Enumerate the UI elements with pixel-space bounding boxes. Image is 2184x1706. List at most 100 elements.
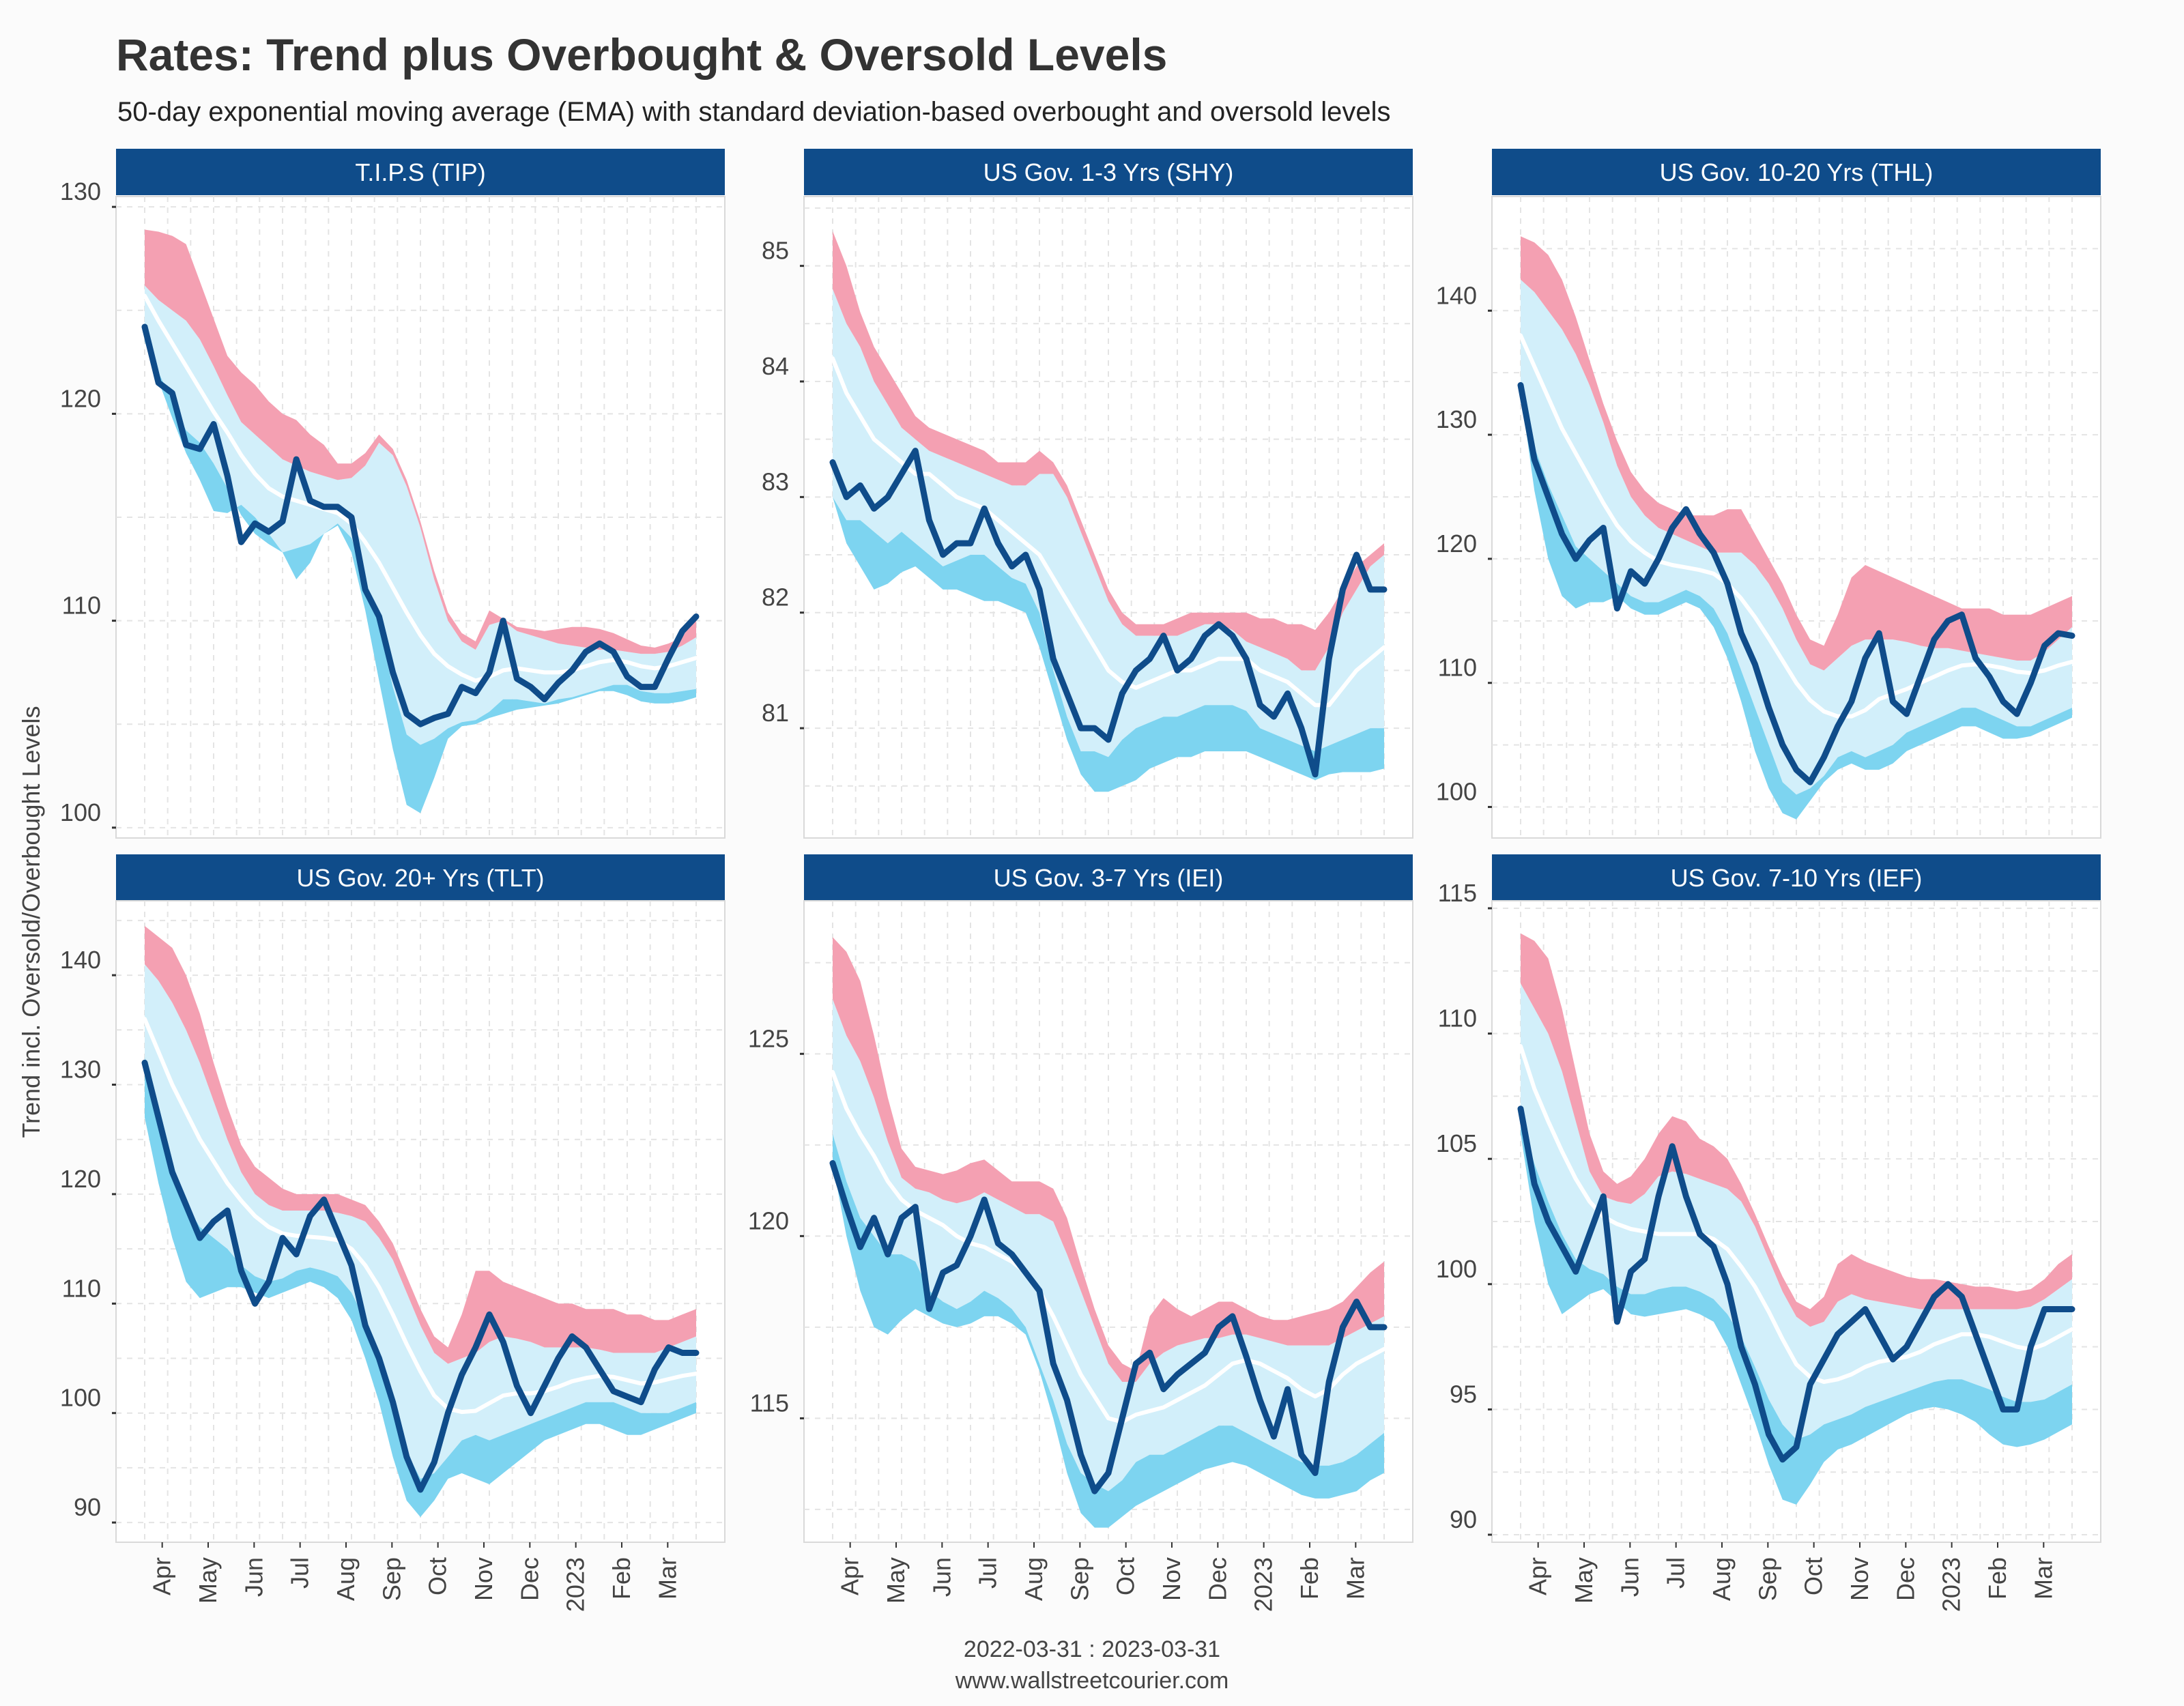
- y-tick-label: 82: [762, 583, 789, 611]
- x-tick-label: Nov: [470, 1557, 498, 1601]
- y-tick-label: 130: [1436, 405, 1477, 433]
- ema-line: [1519, 1044, 2074, 1384]
- x-tick-label: Sep: [1065, 1557, 1093, 1601]
- y-tick-label: 110: [1438, 1004, 1477, 1032]
- x-tick-label: Aug: [1020, 1557, 1048, 1601]
- y-tick-label: 105: [1436, 1129, 1477, 1157]
- price-line: [1517, 1105, 2075, 1463]
- facet-title: T.I.P.S (TIP): [355, 158, 485, 186]
- y-tick-label: 120: [748, 1206, 789, 1234]
- y-tick-label: 130: [60, 1055, 101, 1083]
- y-tick-label: 130: [60, 177, 101, 205]
- x-tick-label: Sep: [1753, 1557, 1781, 1601]
- y-tick-label: 100: [60, 1384, 101, 1412]
- x-tick-label: Dec: [1203, 1557, 1231, 1601]
- ema-line: [831, 356, 1386, 708]
- date-range-caption: 2022-03-31 : 2023-03-31: [963, 1636, 1221, 1662]
- x-tick-label: Dec: [515, 1557, 543, 1601]
- source-website: www.wallstreetcourier.com: [955, 1668, 1229, 1694]
- x-tick-label: Feb: [607, 1557, 635, 1600]
- price-line: [829, 1160, 1388, 1494]
- neutral-band: [145, 964, 696, 1479]
- x-tick-label: Jun: [1615, 1557, 1643, 1597]
- facet-strip: [1492, 854, 2101, 901]
- x-tick-label: May: [194, 1557, 222, 1604]
- oversold-band: [833, 497, 1384, 792]
- oversold-band: [1521, 1114, 2072, 1505]
- overbought-band: [833, 231, 1384, 671]
- x-tick-label: Jun: [928, 1557, 956, 1597]
- price-line: [141, 323, 700, 727]
- facet-panel: US Gov. 20+ Yrs (TLT) 90 100 110 120 130 140 Ap…: [60, 854, 725, 1612]
- y-tick-label: 125: [748, 1024, 789, 1052]
- facet-title: US Gov. 10-20 Yrs (THL): [1660, 158, 1934, 186]
- x-tick-label: 2023: [1938, 1557, 1966, 1612]
- x-tick-label: Aug: [332, 1557, 360, 1601]
- y-tick-label: 120: [60, 384, 101, 412]
- facet-panel: US Gov. 7-10 Yrs (IEF) 90 95 100 105 110 115 Ap…: [1436, 854, 2101, 1612]
- x-tick-label: Oct: [1800, 1557, 1828, 1595]
- y-tick-label: 90: [74, 1493, 101, 1521]
- x-tick-label: Feb: [1295, 1557, 1323, 1600]
- facet-title: US Gov. 20+ Yrs (TLT): [296, 864, 544, 892]
- chart-subtitle: 50-day exponential moving average (EMA) …: [117, 97, 1391, 127]
- neutral-band: [1521, 279, 2072, 795]
- neutral-band: [1521, 983, 2072, 1440]
- x-tick-label: Apr: [1524, 1557, 1552, 1595]
- x-tick-label: Jul: [286, 1557, 314, 1589]
- facet-strip: [116, 149, 725, 195]
- x-tick-label: Mar: [1341, 1557, 1369, 1600]
- overbought-band: [145, 925, 696, 1364]
- x-tick-label: 2023: [562, 1557, 590, 1612]
- y-tick-label: 110: [62, 592, 101, 620]
- y-tick-label: 95: [1450, 1380, 1477, 1408]
- y-tick-label: 100: [1436, 1255, 1477, 1283]
- oversold-band: [833, 1133, 1384, 1528]
- facet-strip: [116, 854, 725, 901]
- x-tick-label: Feb: [1983, 1557, 2011, 1600]
- facet-strip: [804, 854, 1413, 901]
- neutral-band: [145, 285, 696, 745]
- y-tick-label: 110: [62, 1274, 101, 1302]
- x-tick-label: 2023: [1250, 1557, 1278, 1612]
- facet-strip: [1492, 149, 2101, 195]
- chart-title: Rates: Trend plus Overbought & Oversold …: [116, 29, 1168, 80]
- ema-line: [831, 1070, 1386, 1424]
- x-tick-label: Aug: [1708, 1557, 1736, 1601]
- y-tick-label: 81: [762, 699, 789, 727]
- y-tick-label: 100: [1436, 778, 1477, 806]
- facet-panel: T.I.P.S (TIP) 100 110 120 130: [60, 149, 725, 839]
- neutral-band: [833, 289, 1384, 757]
- x-tick-label: Nov: [1845, 1557, 1873, 1601]
- price-line: [1517, 381, 2075, 785]
- y-tick-label: 100: [60, 798, 101, 826]
- oversold-band: [1521, 385, 2072, 820]
- facet-title: US Gov. 7-10 Yrs (IEF): [1671, 864, 1923, 892]
- x-tick-label: Oct: [424, 1557, 452, 1595]
- x-tick-label: Mar: [2029, 1557, 2057, 1600]
- x-tick-label: Mar: [653, 1557, 681, 1600]
- overbought-band: [833, 937, 1384, 1382]
- x-tick-label: Apr: [148, 1557, 176, 1595]
- price-line: [141, 1059, 700, 1493]
- y-tick-label: 85: [762, 237, 789, 265]
- x-tick-label: May: [882, 1557, 910, 1604]
- y-tick-label: 90: [1450, 1505, 1477, 1533]
- neutral-band: [833, 999, 1384, 1492]
- facet-title: US Gov. 3-7 Yrs (IEI): [994, 864, 1224, 892]
- x-tick-label: Jul: [1662, 1557, 1690, 1589]
- y-tick-label: 120: [1436, 530, 1477, 558]
- x-tick-label: Jul: [974, 1557, 1002, 1589]
- facet-panel: US Gov. 3-7 Yrs (IEI) 115 120 125 Apr May Jun J…: [748, 854, 1413, 1612]
- price-line: [829, 448, 1388, 778]
- ema-line: [143, 293, 698, 683]
- x-tick-label: Jun: [240, 1557, 268, 1597]
- y-tick-label: 140: [1436, 281, 1477, 309]
- x-tick-label: Nov: [1158, 1557, 1186, 1601]
- y-tick-label: 120: [60, 1165, 101, 1193]
- y-tick-label: 115: [1438, 879, 1477, 907]
- y-tick-label: 84: [762, 352, 789, 380]
- oversold-band: [145, 1057, 696, 1518]
- x-tick-label: May: [1570, 1557, 1598, 1604]
- y-tick-label: 83: [762, 467, 789, 495]
